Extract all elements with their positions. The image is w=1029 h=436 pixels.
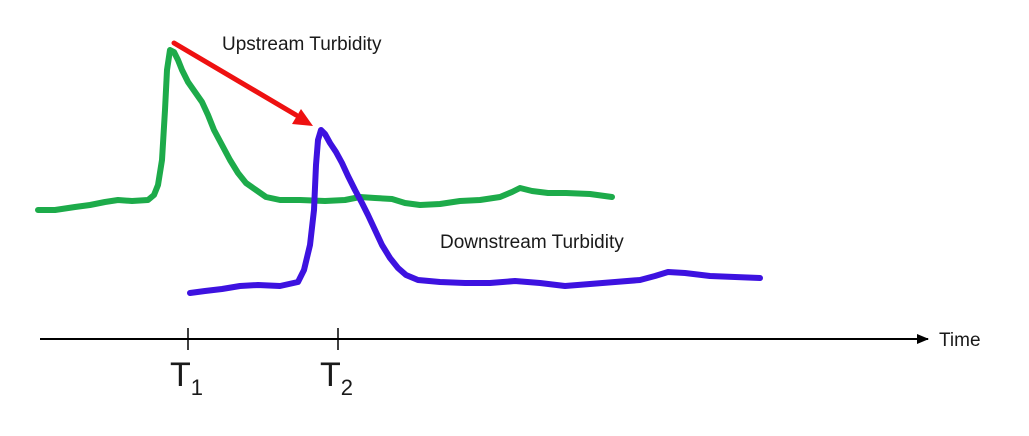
t2-base: T: [320, 356, 341, 394]
t1-subscript: 1: [191, 375, 203, 400]
downstream-label: Downstream Turbidity: [440, 232, 624, 253]
downstream-turbidity-curve: [187, 127, 763, 296]
upstream-turbidity-curve: [35, 47, 615, 213]
t1-base: T: [170, 356, 191, 394]
t1-label: T1: [170, 356, 203, 400]
time-axis-label: Time: [939, 330, 981, 351]
upstream-label: Upstream Turbidity: [222, 34, 382, 55]
propagation-arrow-shaft: [171, 40, 299, 118]
propagation-arrow-head: [292, 109, 313, 126]
t2-label: T2: [320, 356, 353, 400]
t2-subscript: 2: [341, 375, 353, 400]
